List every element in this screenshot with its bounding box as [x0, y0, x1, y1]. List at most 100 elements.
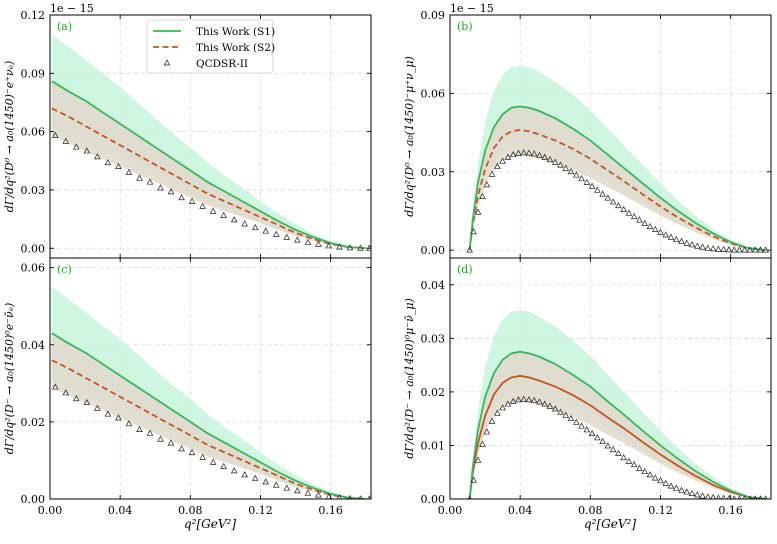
line-s1: [51, 80, 366, 250]
qcdsr-marker: [83, 147, 91, 154]
qcdsr-marker: [136, 425, 143, 432]
y-axis-label: dΓ/dq²(D⁻ → a₀(1450)⁰μ⁻ν̄_μ): [403, 298, 416, 459]
qcdsr-marker: [530, 150, 538, 157]
qcdsr-marker: [567, 168, 575, 175]
qcdsr-marker: [167, 188, 175, 195]
y-tick-label: 0.01: [421, 439, 446, 452]
qcdsr-marker: [188, 448, 196, 456]
x-axis-label-left: q²[GeV²]: [184, 517, 236, 531]
qcdsr-marker: [651, 474, 659, 481]
x-tick-label: 0.16: [718, 504, 743, 517]
qcdsr-marker: [699, 492, 706, 499]
qcdsr-marker: [651, 225, 659, 232]
legend-label-s2: This Work (S2): [196, 42, 275, 54]
qcdsr-marker: [525, 396, 533, 403]
qcdsr-marker: [615, 202, 622, 209]
qcdsr-marker: [125, 168, 133, 175]
qcdsr-marker: [220, 211, 227, 218]
axes-frame: [49, 257, 372, 500]
band-s1: [469, 65, 766, 251]
x-tick-label: 0.12: [648, 504, 673, 517]
y-tick-label: 0.04: [421, 279, 446, 292]
qcdsr-marker: [470, 228, 477, 235]
qcdsr-marker: [710, 493, 716, 499]
x-tick-label: 0.00: [38, 504, 63, 517]
qcdsr-marker: [272, 230, 280, 237]
qcdsr-marker: [479, 192, 486, 199]
qcdsr-marker: [474, 456, 482, 463]
qcdsr-marker: [347, 494, 353, 499]
qcdsr-marker: [620, 454, 627, 461]
qcdsr-marker: [578, 422, 585, 429]
qcdsr-marker: [715, 494, 721, 499]
y-tick-label: 0.00: [21, 242, 46, 255]
qcdsr-marker: [562, 164, 570, 171]
line-s1: [468, 350, 766, 499]
qcdsr-marker: [304, 489, 312, 496]
qcdsr-marker: [762, 246, 770, 253]
qcdsr-marker: [615, 449, 622, 456]
x-tick-label: 0.12: [248, 504, 273, 517]
line-s1: [468, 105, 766, 252]
qcdsr-marker: [573, 171, 580, 178]
qcdsr-marker: [325, 242, 333, 249]
qcdsr-marker: [494, 162, 501, 169]
x-tick-label: 0.08: [178, 504, 203, 517]
qcdsr-marker: [509, 397, 517, 404]
markers-qcdsr: [51, 131, 371, 251]
qcdsr-marker: [657, 228, 664, 235]
qcdsr-marker: [146, 429, 154, 436]
qcdsr-marker: [178, 445, 185, 452]
panel-label: (a): [57, 20, 72, 33]
qcdsr-marker: [688, 241, 696, 248]
qcdsr-marker: [488, 417, 496, 424]
qcdsr-marker: [504, 400, 512, 407]
qcdsr-marker: [94, 404, 101, 411]
qcdsr-marker: [499, 157, 506, 164]
qcdsr-marker: [641, 219, 648, 226]
y-tick-label: 0.00: [421, 493, 446, 506]
qcdsr-marker: [294, 487, 301, 494]
qcdsr-marker: [715, 245, 722, 252]
qcdsr-marker: [741, 246, 748, 253]
qcdsr-marker: [304, 238, 312, 245]
qcdsr-marker: [662, 231, 670, 238]
qcdsr-marker: [520, 395, 527, 402]
y-tick-label: 0.06: [21, 126, 46, 139]
qcdsr-marker: [694, 242, 701, 249]
y-tick-label: 0.03: [21, 184, 46, 197]
qcdsr-marker: [157, 184, 164, 191]
y-tick-label: 0.09: [421, 9, 446, 22]
qcdsr-marker: [199, 202, 206, 209]
qcdsr-marker: [704, 244, 712, 251]
qcdsr-marker: [515, 396, 522, 403]
qcdsr-marker: [251, 474, 259, 481]
qcdsr-marker: [474, 208, 482, 215]
qcdsr-marker: [667, 233, 675, 240]
y-tick-label: 0.04: [21, 339, 46, 352]
legend-swatch-qcdsr: [163, 59, 171, 66]
qcdsr-marker: [625, 457, 633, 464]
qcdsr-marker: [294, 236, 301, 243]
qcdsr-marker: [520, 149, 527, 156]
qcdsr-marker: [488, 170, 496, 177]
qcdsr-marker: [241, 471, 248, 478]
qcdsr-marker: [336, 494, 343, 499]
legend-label-s1: This Work (S1): [196, 26, 275, 38]
qcdsr-marker: [562, 411, 570, 418]
qcdsr-marker: [136, 174, 143, 181]
panel-label: (d): [457, 263, 473, 276]
plot-area: [467, 310, 768, 499]
qcdsr-marker: [646, 222, 654, 229]
qcdsr-marker: [730, 246, 738, 253]
qcdsr-marker: [515, 149, 522, 156]
qcdsr-marker: [466, 246, 473, 253]
band-overlap: [469, 106, 766, 251]
qcdsr-marker: [346, 244, 354, 251]
x-tick-label: 0.04: [108, 504, 133, 517]
qcdsr-marker: [315, 240, 322, 247]
qcdsr-marker: [357, 244, 364, 251]
qcdsr-marker: [94, 153, 101, 160]
qcdsr-marker: [336, 243, 343, 250]
